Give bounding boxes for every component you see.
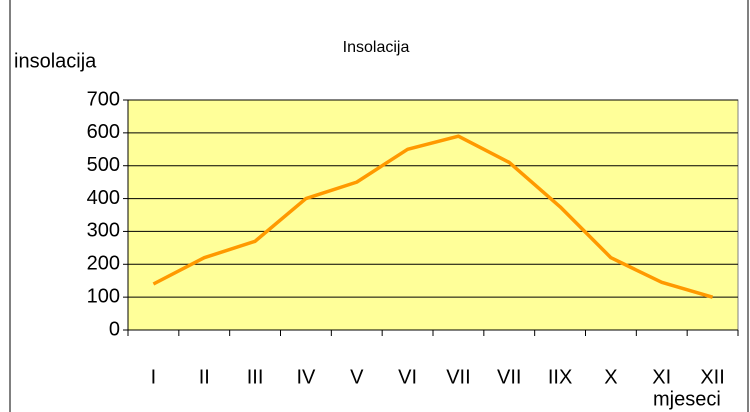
x-tick-label: VII — [446, 366, 470, 388]
data-line — [152, 134, 714, 299]
x-tick-label: IV — [296, 366, 316, 388]
y-tick-label: 200 — [87, 253, 120, 275]
y-tick-label: 700 — [87, 88, 120, 110]
y-tick-label: 0 — [109, 318, 120, 340]
x-tick-label: XII — [700, 366, 724, 388]
chart-title: Insolacija — [343, 39, 410, 56]
x-tick-label: II — [199, 366, 210, 388]
y-tick-label: 600 — [87, 121, 120, 143]
x-tick-label: III — [247, 366, 264, 388]
x-tick-label: XI — [652, 366, 671, 388]
x-tick-label: I — [151, 366, 157, 388]
x-tick-label: V — [350, 366, 364, 388]
x-tick-label: VII — [497, 366, 521, 388]
x-tick-label: VI — [398, 366, 417, 388]
y-tick-label: 100 — [87, 285, 120, 307]
x-tick-label: X — [604, 366, 617, 388]
y-tick-label: 300 — [87, 220, 120, 242]
x-axis-title: mjeseci — [653, 388, 721, 410]
y-tick-label: 400 — [87, 187, 120, 209]
y-axis-title: insolacija — [14, 50, 97, 72]
y-tick-label: 500 — [87, 154, 120, 176]
plot-area — [127, 99, 739, 331]
x-tick-label: IIX — [548, 366, 572, 388]
